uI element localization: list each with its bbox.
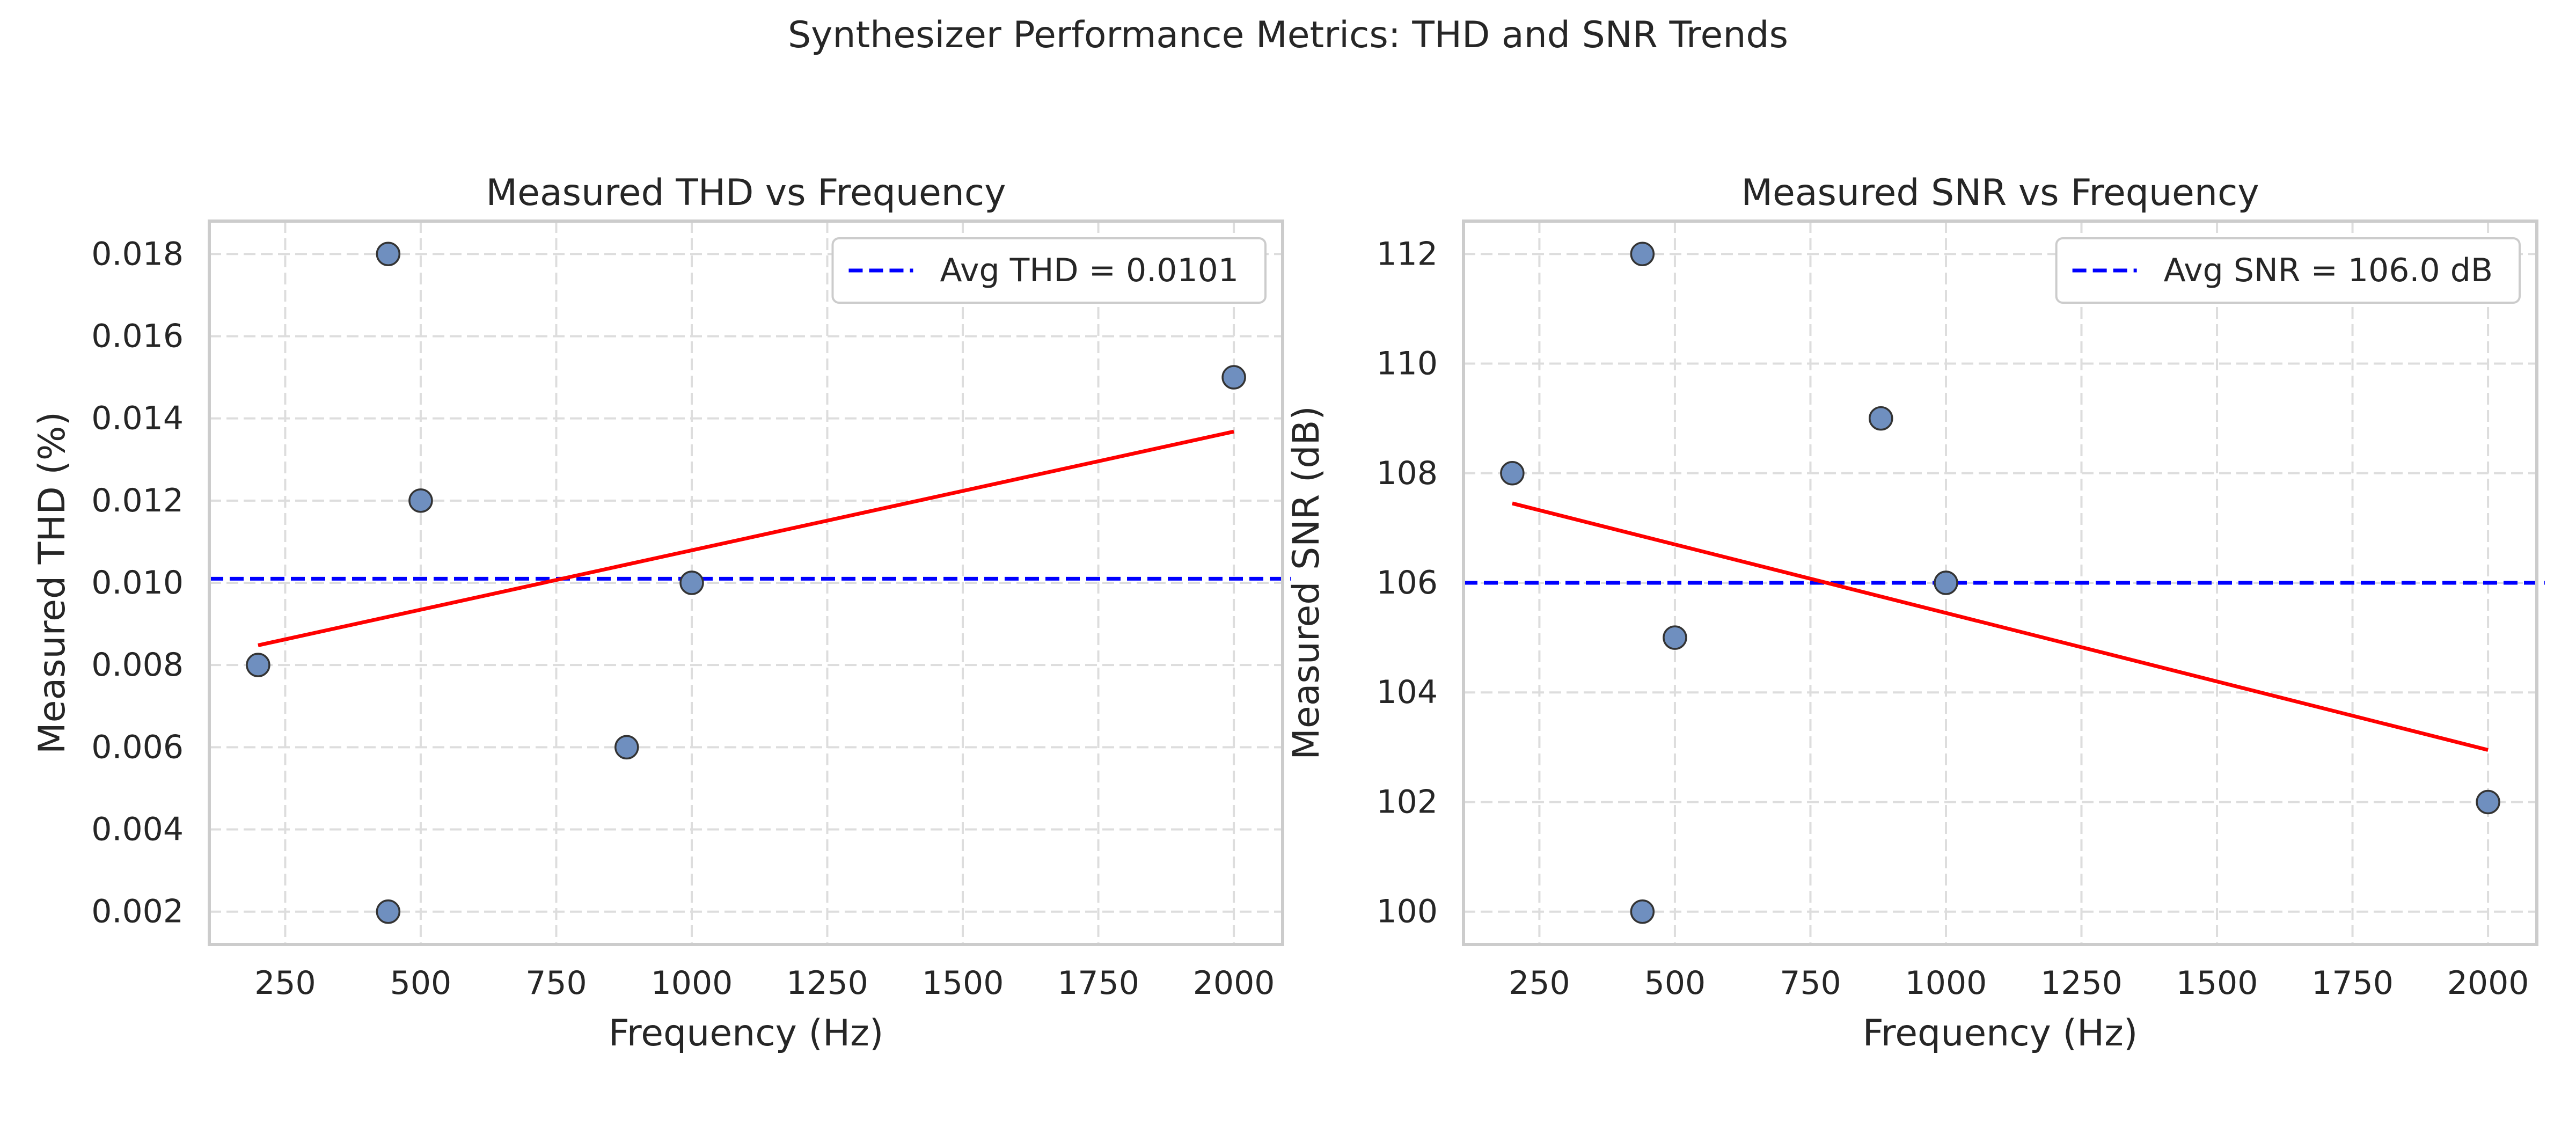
thd-x-axis-label: Frequency (Hz) xyxy=(609,1012,884,1055)
snr-legend-label: Avg SNR = 106.0 dB xyxy=(2164,252,2493,289)
thd-y-tick-label: 0.010 xyxy=(91,564,184,602)
snr-data-point xyxy=(2476,789,2500,815)
snr-y-tick-label: 106 xyxy=(1376,564,1438,602)
snr-data-point xyxy=(1630,899,1655,924)
thd-y-tick-label: 0.006 xyxy=(91,728,184,766)
thd-chart-title: Measured THD vs Frequency xyxy=(486,172,1006,214)
thd-x-tick-label: 1500 xyxy=(922,964,1004,1002)
snr-x-tick-label: 1500 xyxy=(2176,964,2258,1002)
thd-x-tick-label: 1000 xyxy=(651,964,733,1002)
thd-x-tick-label: 250 xyxy=(254,964,316,1002)
thd-data-point xyxy=(408,488,433,513)
thd-legend-label: Avg THD = 0.0101 xyxy=(940,252,1239,289)
figure-title: Synthesizer Performance Metrics: THD and… xyxy=(788,14,1788,56)
snr-y-tick-label: 108 xyxy=(1376,455,1438,492)
thd-data-point xyxy=(376,241,401,267)
thd-y-tick-label: 0.002 xyxy=(91,893,184,931)
thd-data-point xyxy=(376,899,401,924)
snr-x-tick-label: 1750 xyxy=(2311,964,2394,1002)
thd-x-tick-label: 1750 xyxy=(1057,964,1139,1002)
snr-trend-line xyxy=(1512,501,2489,752)
thd-data-point xyxy=(246,653,270,677)
snr-x-tick-label: 1250 xyxy=(2040,964,2123,1002)
snr-chart-panel: 250 500 750 1000 1250 1500 1750 2000 100 102 104 10… xyxy=(1285,172,2545,1055)
snr-data-point xyxy=(1630,241,1655,267)
snr-x-tick-label: 500 xyxy=(1644,964,1706,1002)
thd-y-tick-label: 0.016 xyxy=(91,317,184,355)
snr-legend: Avg SNR = 106.0 dB xyxy=(2055,237,2521,304)
snr-data-point xyxy=(1500,461,1525,486)
thd-data-point xyxy=(614,735,639,760)
snr-legend-box xyxy=(2055,237,2521,304)
snr-y-tick-label: 102 xyxy=(1376,783,1438,821)
thd-y-tick-label: 0.014 xyxy=(91,400,184,437)
snr-x-tick-label: 2000 xyxy=(2447,964,2529,1002)
thd-data-point xyxy=(679,570,704,595)
snr-axes-frame xyxy=(1462,219,2538,946)
snr-x-axis-label: Frequency (Hz) xyxy=(1863,1012,2138,1055)
snr-y-axis-label: Measured SNR (dB) xyxy=(1285,406,1328,760)
snr-y-tick-label: 112 xyxy=(1376,235,1438,273)
thd-y-tick-label: 0.018 xyxy=(91,235,184,273)
snr-data-point xyxy=(1663,625,1687,650)
thd-axes-frame xyxy=(208,219,1284,946)
snr-chart-title: Measured SNR vs Frequency xyxy=(1741,172,2259,214)
snr-y-tick-label: 104 xyxy=(1376,674,1438,711)
snr-x-tick-label: 1000 xyxy=(1905,964,1987,1002)
snr-data-point xyxy=(1869,406,1893,431)
snr-y-tick-label: 100 xyxy=(1376,893,1438,931)
thd-y-tick-label: 0.012 xyxy=(91,482,184,519)
thd-chart-panel: 250 500 750 1000 1250 1500 1750 2000 0.002 0.004 0… xyxy=(31,172,1291,1055)
snr-x-tick-label: 250 xyxy=(1509,964,1570,1002)
thd-x-tick-label: 750 xyxy=(525,964,587,1002)
snr-y-tick-label: 110 xyxy=(1376,345,1438,383)
thd-legend: Avg THD = 0.0101 xyxy=(831,237,1267,304)
thd-x-tick-label: 1250 xyxy=(786,964,868,1002)
thd-y-tick-label: 0.004 xyxy=(91,811,184,848)
thd-data-point xyxy=(1221,365,1246,390)
thd-trend-line xyxy=(258,429,1234,647)
thd-y-tick-label: 0.008 xyxy=(91,646,184,684)
snr-x-tick-label: 750 xyxy=(1780,964,1841,1002)
snr-data-point xyxy=(1934,570,1958,595)
thd-y-axis-label: Measured THD (%) xyxy=(31,412,74,754)
thd-x-tick-label: 500 xyxy=(390,964,452,1002)
thd-legend-box xyxy=(831,237,1267,304)
thd-x-tick-label: 2000 xyxy=(1193,964,1275,1002)
